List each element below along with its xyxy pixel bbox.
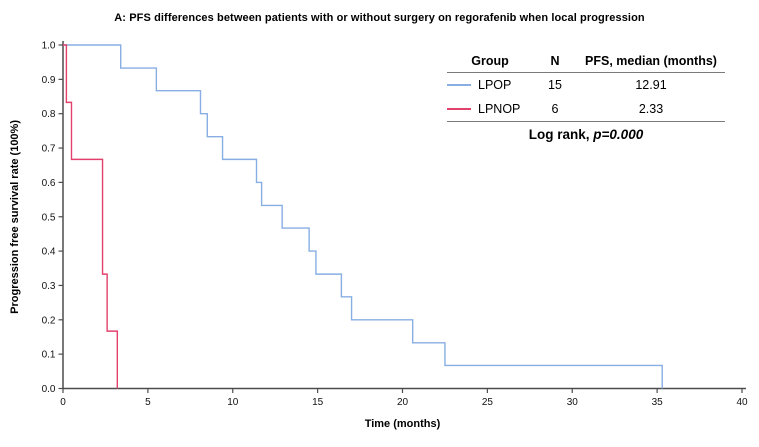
lpop-survival-curve xyxy=(63,44,663,389)
legend-row-lpop: LPOP 15 12.91 xyxy=(447,73,725,97)
x-tick-label: 5 xyxy=(145,397,151,408)
y-tick-label: 0.0 xyxy=(42,384,56,395)
y-tick-label: 0.6 xyxy=(42,178,56,189)
x-tick-label: 35 xyxy=(652,397,664,408)
x-tick-label: 40 xyxy=(736,397,748,408)
legend-n-value: 6 xyxy=(551,102,559,116)
lpnop-line-swatch xyxy=(447,108,471,110)
x-tick-label: 10 xyxy=(227,397,239,408)
y-tick-label: 0.9 xyxy=(42,75,56,86)
y-tick-label: 0.2 xyxy=(42,315,56,326)
y-tick-label: 0.3 xyxy=(42,281,56,292)
legend-n-value: 15 xyxy=(548,78,562,92)
x-axis-label: Time (months) xyxy=(364,418,441,430)
legend-median-value: 12.91 xyxy=(635,78,667,92)
chart-title: A: PFS differences between patients with… xyxy=(114,12,645,24)
y-axis-label-wrap: Progression free survival rate (100%) xyxy=(2,45,28,389)
log-rank-p-value: p=0.000 xyxy=(593,127,644,142)
x-tick-label: 25 xyxy=(482,397,494,408)
lpnop-survival-curve xyxy=(63,44,119,389)
legend-header-n: N xyxy=(550,54,560,68)
legend-median-value: 2.33 xyxy=(638,102,664,116)
y-tick-label: 0.1 xyxy=(42,350,56,361)
y-tick-label: 0.7 xyxy=(42,144,56,155)
y-tick-label: 0.4 xyxy=(42,247,56,258)
y-tick-label: 0.5 xyxy=(42,212,56,223)
x-tick-label: 15 xyxy=(312,397,324,408)
legend-row-lpnop: LPNOP 6 2.33 xyxy=(447,97,725,122)
log-rank-annotation: Log rank, p=0.000 xyxy=(447,127,725,142)
legend-header-median: PFS, median (months) xyxy=(585,54,717,68)
x-tick-label: 30 xyxy=(567,397,579,408)
y-tick-label: 1.0 xyxy=(42,41,56,52)
y-axis-label: Progression free survival rate (100%) xyxy=(9,120,21,314)
x-tick-label: 0 xyxy=(60,397,66,408)
legend-group-label: LPOP xyxy=(478,78,512,92)
log-rank-label: Log rank, xyxy=(528,127,594,142)
x-tick-label: 20 xyxy=(397,397,409,408)
legend-header-group: Group xyxy=(471,54,509,68)
y-tick-label: 0.8 xyxy=(42,109,56,120)
legend-group-label: LPNOP xyxy=(478,102,521,116)
lpop-line-swatch xyxy=(447,84,471,86)
legend-header-row: Group N PFS, median (months) xyxy=(447,50,725,73)
legend-table: Group N PFS, median (months) LPOP 15 12.… xyxy=(447,50,725,142)
